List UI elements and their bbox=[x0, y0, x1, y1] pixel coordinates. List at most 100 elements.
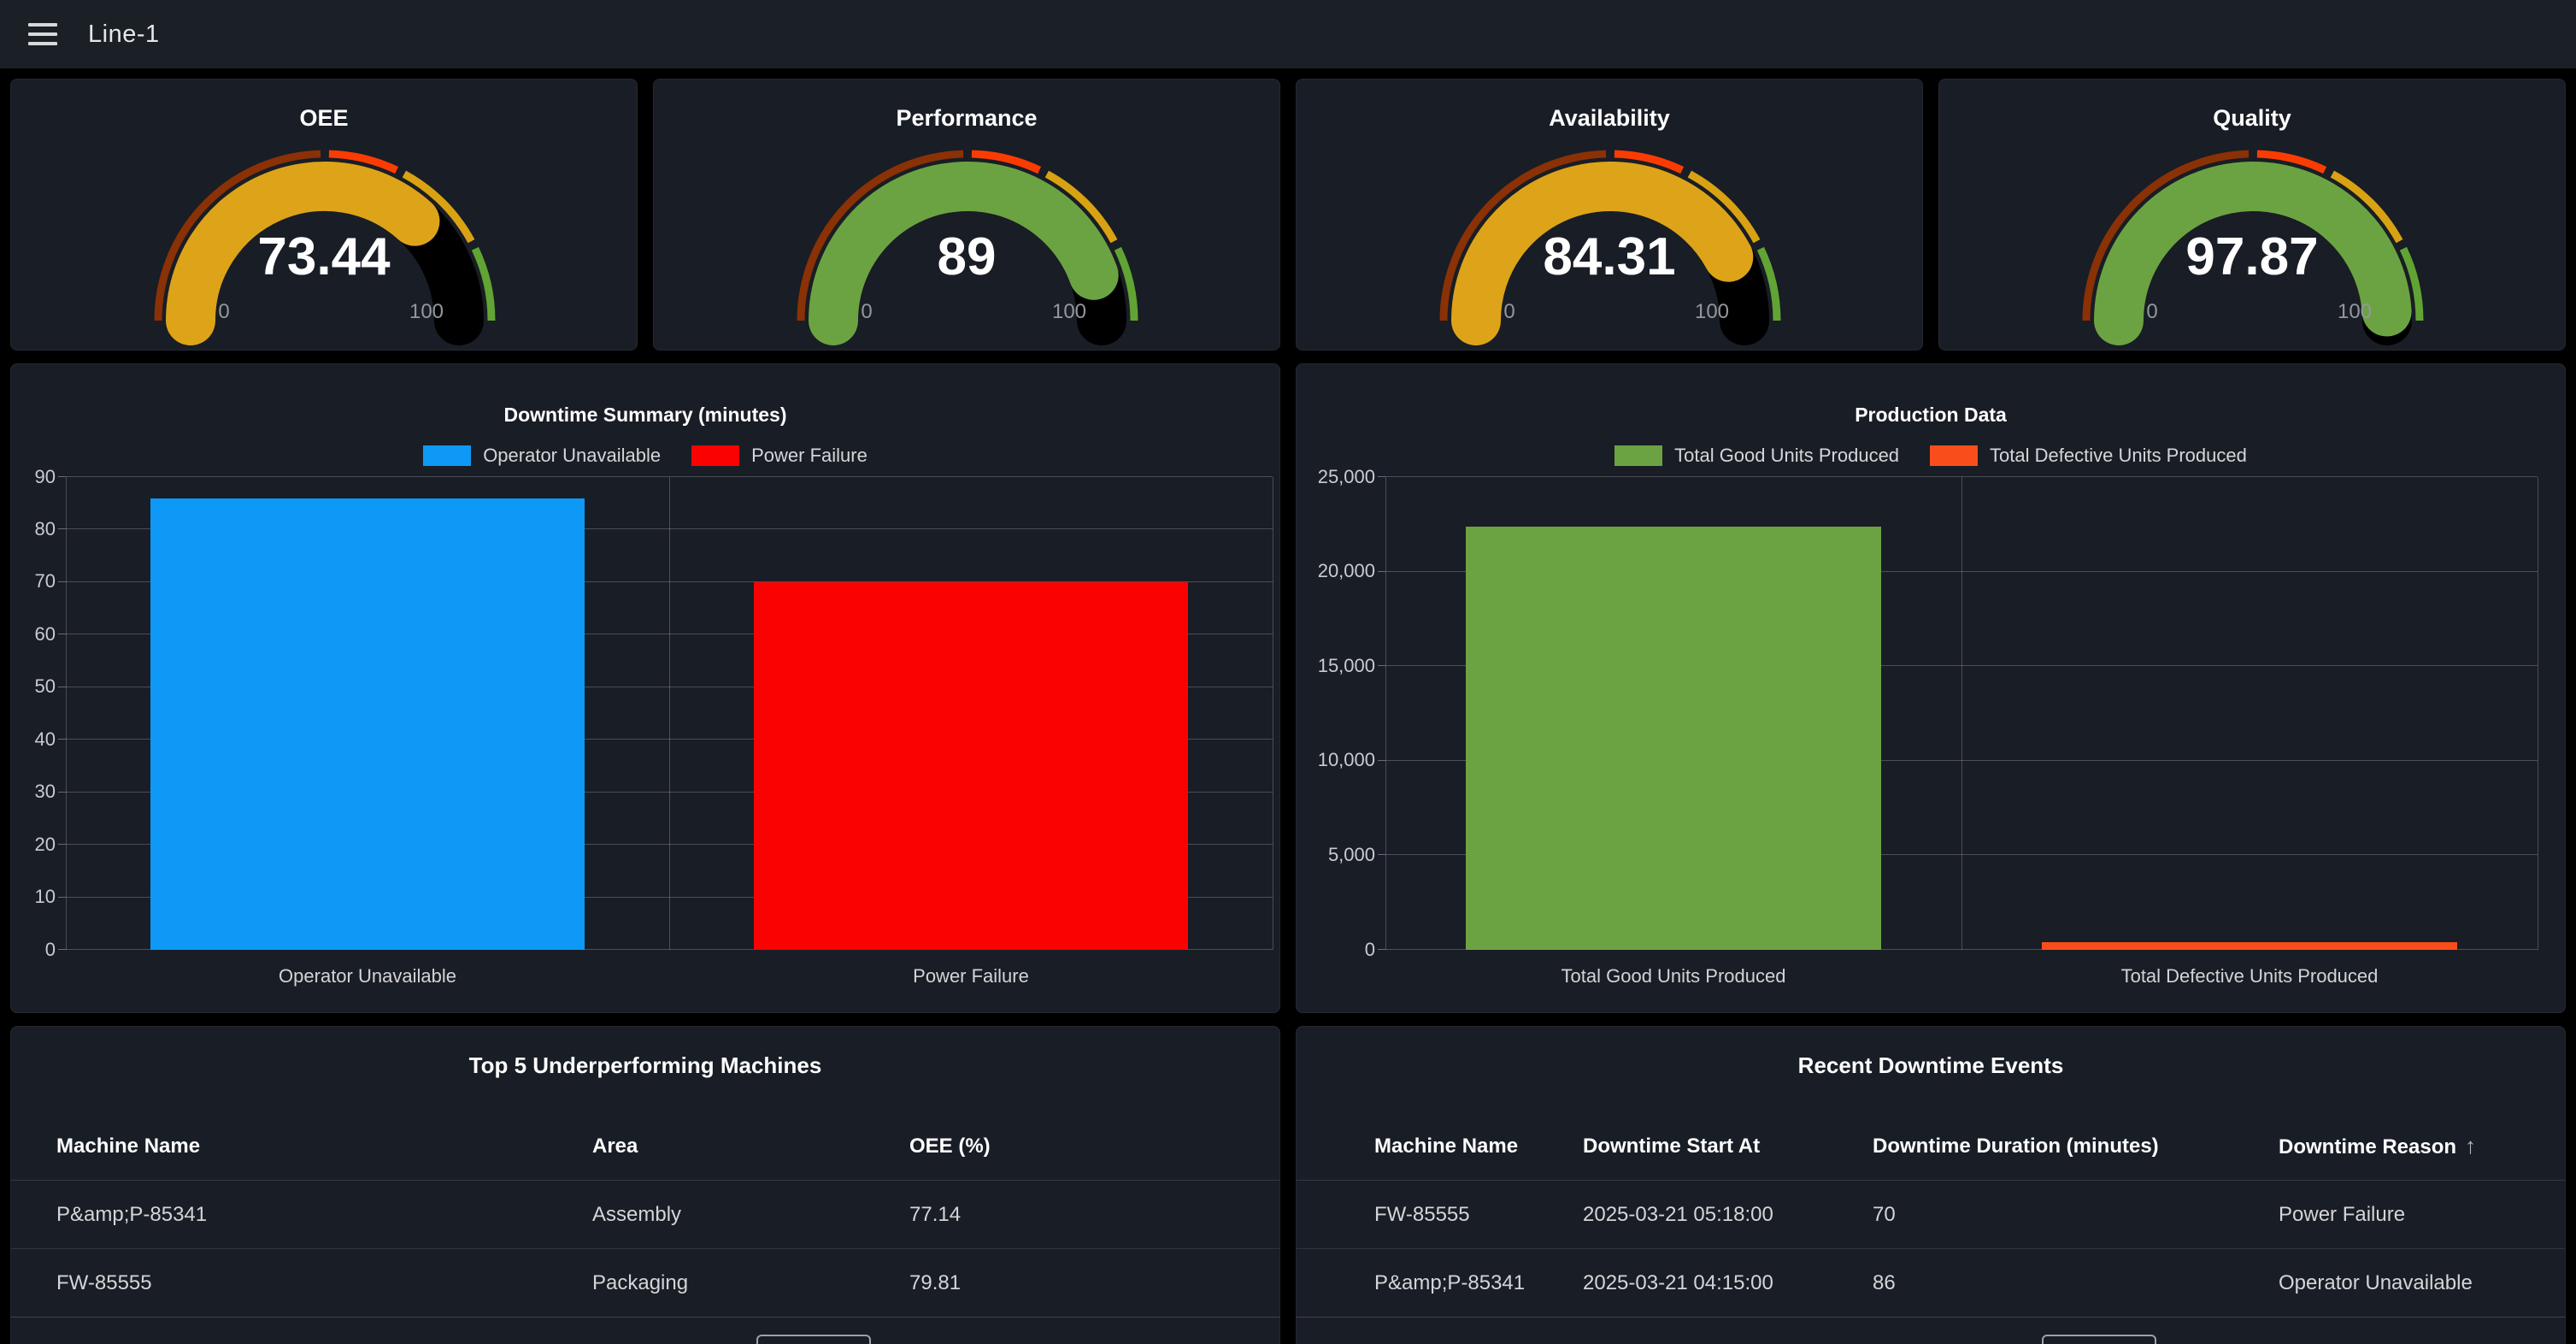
gauge-panel-quality: Quality 97.87 0 100 bbox=[1938, 79, 2566, 351]
y-tick-mark bbox=[58, 476, 66, 477]
bar-power-failure[interactable] bbox=[753, 581, 1189, 950]
table: Machine Name Downtime Start At Downtime Du… bbox=[1297, 1112, 2565, 1317]
pagination-button[interactable] bbox=[2042, 1335, 2156, 1344]
legend-item-power-failure[interactable]: Power Failure bbox=[691, 445, 867, 467]
gridline: 40 bbox=[35, 728, 1273, 750]
gauge-arc-segment bbox=[166, 162, 440, 345]
y-tick-label: 30 bbox=[34, 781, 56, 803]
y-tick-label: 90 bbox=[34, 465, 56, 487]
column-header-area[interactable]: Area bbox=[592, 1134, 638, 1158]
table-cell: 79.81 bbox=[909, 1270, 962, 1294]
column-header-downtime-start-at[interactable]: Downtime Start At bbox=[1583, 1134, 1761, 1158]
gauge-min-label: 0 bbox=[218, 300, 230, 323]
gauge-min-label: 0 bbox=[2146, 300, 2158, 323]
gauge-max-label: 100 bbox=[409, 300, 444, 323]
y-tick-mark bbox=[58, 791, 66, 793]
chart-panel-production-data: Production Data Total Good Units Produce… bbox=[1296, 363, 2566, 1013]
gridline: 0 bbox=[45, 939, 1273, 960]
y-tick-mark bbox=[58, 949, 66, 950]
y-tick-label: 15,000 bbox=[1317, 654, 1375, 676]
gauge-title: Quality bbox=[2213, 105, 2291, 131]
column-header-machine-name[interactable]: Machine Name bbox=[56, 1134, 201, 1158]
y-tick-mark bbox=[58, 528, 66, 530]
legend-item-total-defective-units-produced[interactable]: Total Defective Units Produced bbox=[1930, 445, 2247, 467]
table-cell: Assembly bbox=[592, 1202, 682, 1226]
legend-swatch bbox=[423, 445, 472, 466]
column-header-downtime-reason[interactable]: Downtime Reason ↑ bbox=[2279, 1133, 2477, 1158]
column-header-downtime-duration-minutes[interactable]: Downtime Duration (minutes) bbox=[1873, 1134, 2159, 1158]
table-row: P&amp;P-85341 Assembly 77.14 bbox=[11, 1181, 1279, 1249]
y-tick-mark bbox=[58, 896, 66, 898]
gauge-arc bbox=[154, 150, 496, 345]
gridline: 20,000 bbox=[1318, 560, 2538, 581]
top-bar: Line-1 bbox=[0, 0, 2576, 68]
legend-item-total-good-units-produced[interactable]: Total Good Units Produced bbox=[1614, 445, 1899, 467]
legend-swatch bbox=[1614, 445, 1663, 466]
gridline: 80 bbox=[35, 518, 1273, 539]
y-axis-line bbox=[66, 477, 67, 950]
y-tick-mark bbox=[1378, 570, 1385, 572]
legend-label: Power Failure bbox=[751, 445, 867, 466]
gauge-value: 89 bbox=[937, 227, 997, 286]
gauge-arc-segment bbox=[1451, 162, 1754, 345]
table-row: FW-85555 2025-03-21 05:18:00 70 Power Failu… bbox=[1297, 1181, 2565, 1249]
gauge-title: OEE bbox=[299, 105, 349, 131]
gauge-arc bbox=[797, 150, 1138, 345]
gauge-arc-segment bbox=[2094, 162, 2412, 345]
gridline: 5,000 bbox=[1328, 844, 2538, 865]
x-axis-label: Operator Unavailable bbox=[279, 965, 456, 987]
table-cell: Power Failure bbox=[2279, 1202, 2406, 1226]
y-tick-mark bbox=[1378, 759, 1385, 761]
y-tick-label: 20 bbox=[34, 833, 56, 855]
chart-title: Production Data bbox=[1855, 404, 2007, 426]
dashboard-title: Line-1 bbox=[88, 20, 160, 48]
table-cell: FW-85555 bbox=[56, 1270, 152, 1294]
gauge-max-label: 100 bbox=[2337, 300, 2373, 323]
y-tick-label: 60 bbox=[34, 622, 56, 645]
gauge-arc-segment bbox=[2399, 246, 2424, 321]
legend-item-operator-unavailable[interactable]: Operator Unavailable bbox=[423, 445, 661, 467]
gauge-arc bbox=[2082, 150, 2424, 345]
legend-label: Total Defective Units Produced bbox=[1990, 445, 2247, 466]
y-tick-label: 40 bbox=[34, 728, 56, 750]
bar-operator-unavailable[interactable] bbox=[150, 498, 585, 950]
table-header-row: Machine Name Downtime Start At Downtime Du… bbox=[1297, 1112, 2565, 1181]
gridline: 10 bbox=[35, 886, 1273, 907]
bar-total-good-units-produced[interactable] bbox=[1466, 526, 1881, 950]
gridline: 20 bbox=[35, 834, 1273, 855]
y-tick-mark bbox=[58, 581, 66, 582]
gauge-arc-segment bbox=[471, 246, 496, 321]
chart-panel-downtime-summary: Downtime Summary (minutes) Operator Unav… bbox=[10, 363, 1280, 1013]
gauge-arc-segment bbox=[402, 170, 475, 244]
legend-label: Operator Unavailable bbox=[483, 445, 662, 466]
y-axis-line bbox=[1385, 477, 1386, 950]
y-tick-label: 50 bbox=[34, 675, 56, 698]
table-panel-recent-downtime-events: Recent Downtime Events Machine Name Downt… bbox=[1296, 1026, 2566, 1344]
y-tick-mark bbox=[1378, 476, 1385, 477]
column-header-machine-name[interactable]: Machine Name bbox=[1374, 1134, 1519, 1158]
gauge-arc-segment bbox=[1044, 170, 1118, 244]
table: Machine Name Area OEE (%) P&amp;P-85341 Asse… bbox=[11, 1112, 1279, 1317]
gridline bbox=[1961, 477, 1962, 950]
gauge-arc-segment bbox=[1687, 170, 1761, 244]
gauge-arc-segment bbox=[154, 150, 321, 321]
gauge-arc-segment bbox=[2330, 170, 2403, 244]
gridline: 25,000 bbox=[1318, 466, 2538, 487]
gauge-value: 73.44 bbox=[257, 227, 391, 286]
y-tick-label: 0 bbox=[44, 938, 56, 960]
bar-total-defective-units-produced[interactable] bbox=[2042, 942, 2457, 950]
column-header-oee[interactable]: OEE (%) bbox=[909, 1134, 991, 1158]
x-axis-label: Total Defective Units Produced bbox=[2120, 965, 2379, 987]
gridline: 0 bbox=[1365, 939, 2538, 960]
gauge-arc-segment bbox=[1439, 150, 1607, 321]
gridline: 90 bbox=[35, 466, 1273, 487]
menu-icon[interactable] bbox=[28, 23, 57, 45]
x-axis-label: Power Failure bbox=[913, 965, 1029, 987]
chart-title: Downtime Summary (minutes) bbox=[503, 404, 787, 426]
x-axis-label: Total Good Units Produced bbox=[1561, 965, 1786, 987]
gauge-arc-segment bbox=[1756, 246, 1781, 321]
gauge-value: 84.31 bbox=[1543, 227, 1676, 286]
table-cell: Operator Unavailable bbox=[2279, 1270, 2473, 1294]
table-cell: 86 bbox=[1873, 1270, 1896, 1294]
pagination-button[interactable] bbox=[756, 1335, 871, 1344]
